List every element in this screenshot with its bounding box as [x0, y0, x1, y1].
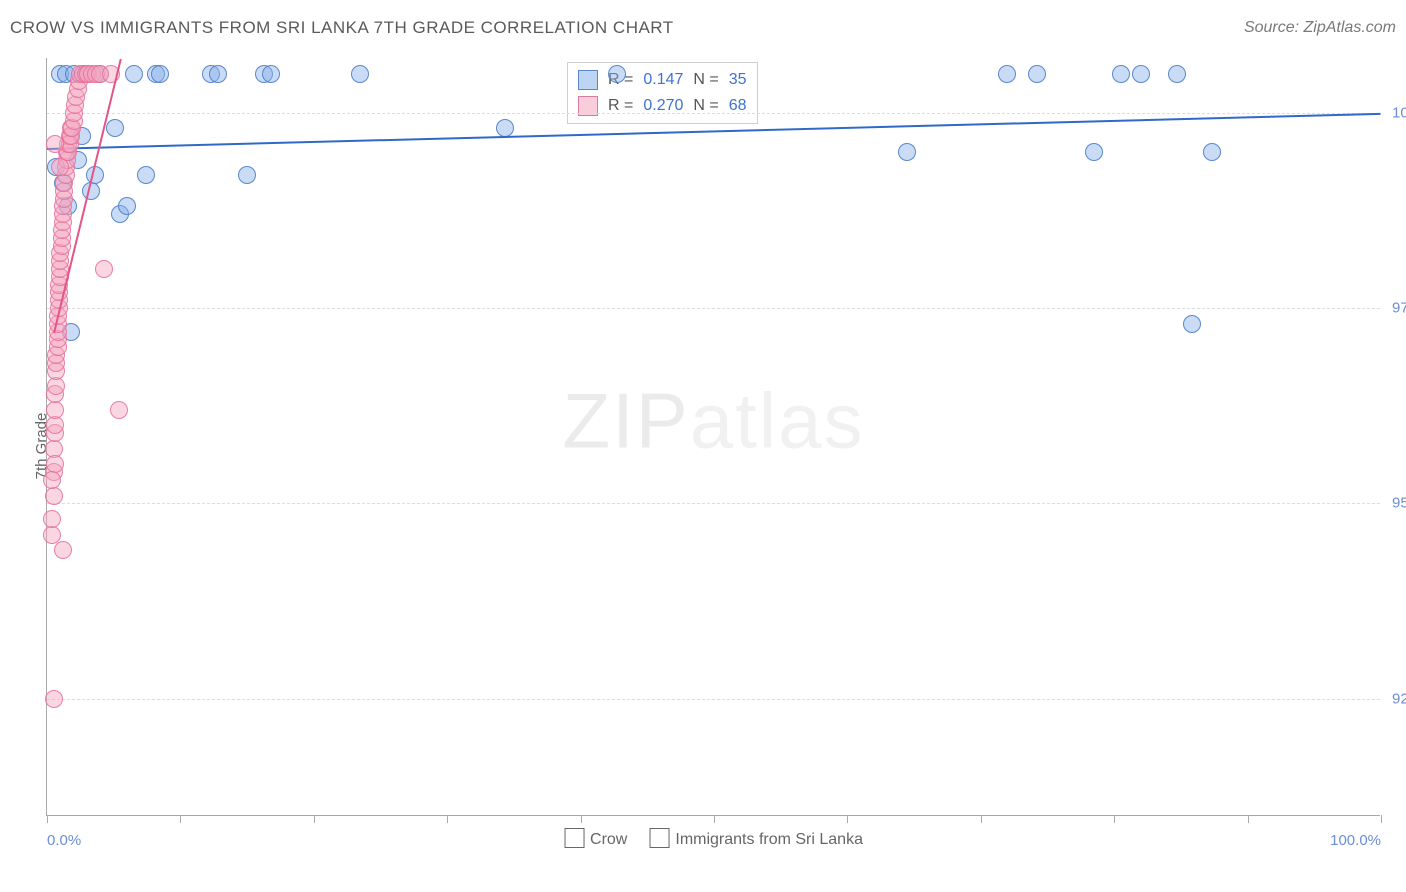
legend-swatch-blue — [578, 70, 598, 90]
bottom-legend-label: Crow — [590, 831, 627, 848]
x-tick — [1381, 815, 1382, 823]
scatter-point-blue — [998, 65, 1016, 83]
scatter-point-pink — [46, 401, 64, 419]
bottom-legend-item-blue: Crow — [564, 828, 627, 849]
y-tick-label: 100.0% — [1384, 104, 1406, 121]
scatter-point-blue — [898, 143, 916, 161]
scatter-point-pink — [47, 377, 65, 395]
gridline-h — [47, 308, 1380, 309]
x-tick — [47, 815, 48, 823]
scatter-point-pink — [43, 471, 61, 489]
x-tick — [1248, 815, 1249, 823]
gridline-h — [47, 699, 1380, 700]
scatter-point-blue — [496, 119, 514, 137]
chart-title: CROW VS IMMIGRANTS FROM SRI LANKA 7TH GR… — [10, 18, 674, 38]
legend-R-value: 0.147 — [643, 71, 683, 89]
scatter-point-blue — [137, 166, 155, 184]
scatter-point-blue — [118, 197, 136, 215]
scatter-point-blue — [151, 65, 169, 83]
legend-stats-box: R =0.147N =35R =0.270N =68 — [567, 62, 758, 124]
scatter-point-blue — [1203, 143, 1221, 161]
y-tick-label: 97.5% — [1384, 300, 1406, 317]
scatter-point-blue — [608, 65, 626, 83]
legend-N-label: N = — [693, 71, 718, 89]
source-attribution: Source: ZipAtlas.com — [1244, 19, 1396, 37]
bottom-legend-label: Immigrants from Sri Lanka — [675, 831, 863, 848]
y-tick-label: 92.5% — [1384, 690, 1406, 707]
legend-stats-row-blue: R =0.147N =35 — [578, 67, 747, 93]
scatter-point-blue — [1028, 65, 1046, 83]
x-tick — [447, 815, 448, 823]
legend-stats-row-pink: R =0.270N =68 — [578, 93, 747, 119]
scatter-point-blue — [106, 119, 124, 137]
scatter-point-pink — [43, 510, 61, 528]
x-tick-label: 0.0% — [47, 832, 81, 849]
scatter-point-pink — [45, 690, 63, 708]
gridline-h — [47, 113, 1380, 114]
watermark-atlas: atlas — [690, 377, 865, 465]
title-bar: CROW VS IMMIGRANTS FROM SRI LANKA 7TH GR… — [10, 18, 1396, 38]
watermark-zip: ZIP — [562, 377, 689, 465]
y-tick-label: 95.0% — [1384, 495, 1406, 512]
scatter-point-blue — [1183, 315, 1201, 333]
scatter-point-blue — [209, 65, 227, 83]
scatter-point-blue — [1112, 65, 1130, 83]
source-name: ZipAtlas.com — [1304, 19, 1396, 36]
scatter-point-blue — [125, 65, 143, 83]
watermark: ZIPatlas — [562, 376, 864, 467]
source-prefix: Source: — [1244, 19, 1304, 36]
scatter-point-pink — [54, 541, 72, 559]
scatter-point-blue — [1085, 143, 1103, 161]
scatter-point-pink — [46, 416, 64, 434]
scatter-point-blue — [262, 65, 280, 83]
gridline-h — [47, 503, 1380, 504]
x-tick-label: 100.0% — [1330, 832, 1381, 849]
x-tick — [581, 815, 582, 823]
scatter-point-pink — [110, 401, 128, 419]
x-tick — [981, 815, 982, 823]
bottom-legend: Crow Immigrants from Sri Lanka — [564, 828, 863, 849]
legend-swatch-blue — [564, 828, 584, 848]
x-tick — [847, 815, 848, 823]
x-tick — [714, 815, 715, 823]
x-tick — [314, 815, 315, 823]
x-tick — [180, 815, 181, 823]
scatter-point-blue — [1168, 65, 1186, 83]
scatter-point-pink — [46, 135, 64, 153]
scatter-point-pink — [51, 158, 69, 176]
scatter-point-blue — [238, 166, 256, 184]
chart-plot-area: ZIPatlas R =0.147N =35R =0.270N =68 Crow… — [46, 58, 1380, 816]
scatter-point-pink — [45, 487, 63, 505]
legend-swatch-pink — [649, 828, 669, 848]
scatter-point-pink — [95, 260, 113, 278]
bottom-legend-item-pink: Immigrants from Sri Lanka — [649, 828, 863, 849]
legend-N-value: 35 — [729, 71, 747, 89]
scatter-point-blue — [351, 65, 369, 83]
scatter-point-blue — [1132, 65, 1150, 83]
x-tick — [1114, 815, 1115, 823]
